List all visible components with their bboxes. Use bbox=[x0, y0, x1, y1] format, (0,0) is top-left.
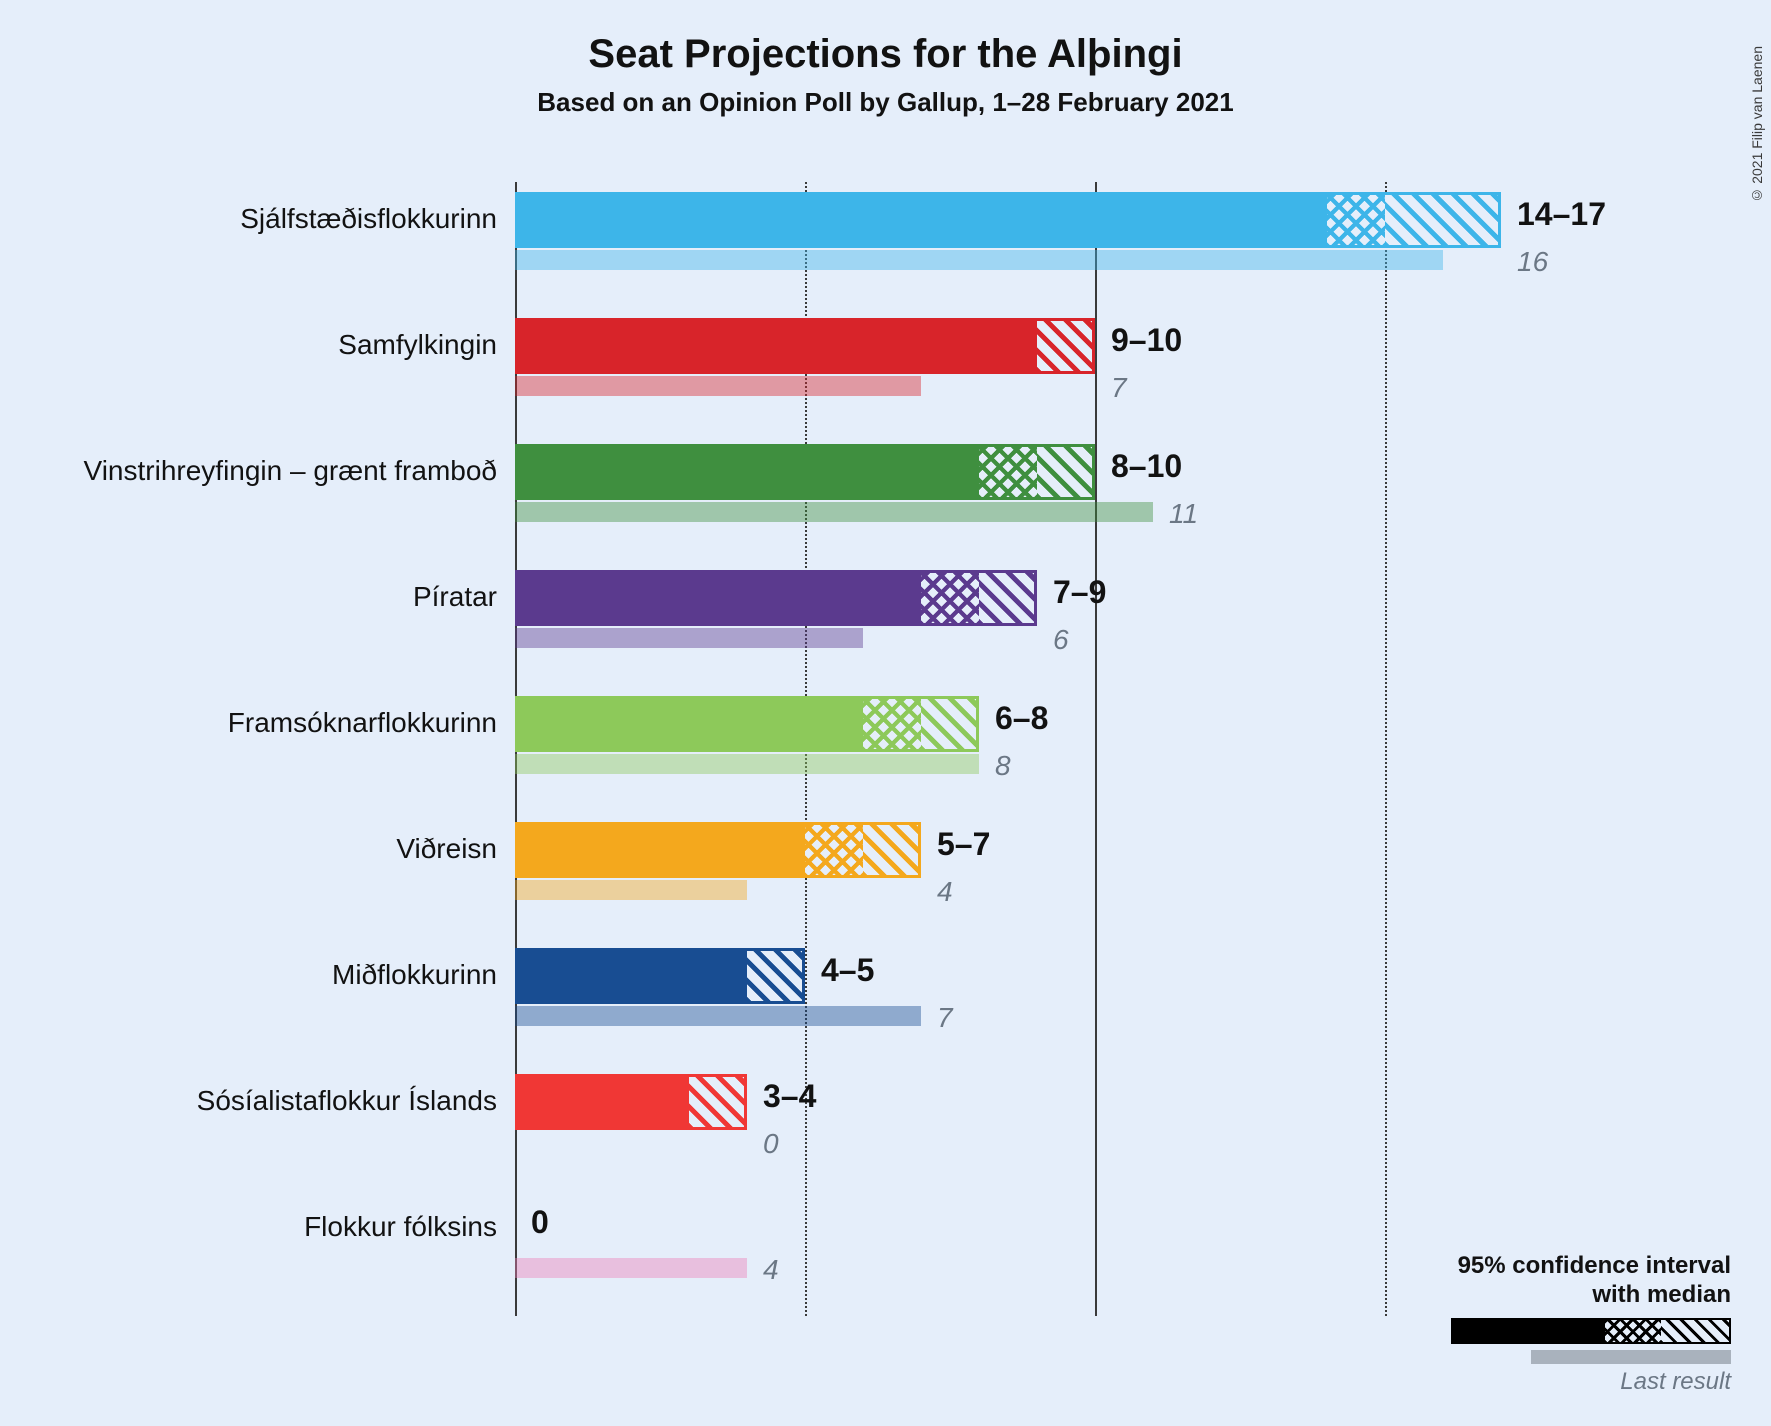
projection-bar bbox=[515, 822, 921, 878]
party-label: Sósíalistaflokkur Íslands bbox=[197, 1085, 497, 1117]
chart-title: Seat Projections for the Alþingi bbox=[0, 32, 1771, 77]
party-label: Sjálfstæðisflokkurinn bbox=[240, 203, 497, 235]
projection-bar bbox=[515, 192, 1501, 248]
range-label: 7–9 bbox=[1053, 574, 1106, 611]
last-label: 8 bbox=[995, 750, 1011, 782]
chart-subtitle: Based on an Opinion Poll by Gallup, 1–28… bbox=[0, 87, 1771, 118]
last-label: 0 bbox=[763, 1128, 779, 1160]
party-label: Samfylkingin bbox=[338, 329, 497, 361]
range-label: 6–8 bbox=[995, 700, 1048, 737]
party-label: Flokkur fólksins bbox=[304, 1211, 497, 1243]
range-label: 14–17 bbox=[1517, 196, 1606, 233]
legend-ci-bar bbox=[1451, 1318, 1731, 1344]
last-result-bar bbox=[515, 628, 863, 648]
last-label: 7 bbox=[1111, 372, 1127, 404]
projection-bar bbox=[515, 444, 1095, 500]
last-result-bar bbox=[515, 880, 747, 900]
last-label: 4 bbox=[937, 876, 953, 908]
range-label: 4–5 bbox=[821, 952, 874, 989]
party-label: Framsóknarflokkurinn bbox=[228, 707, 497, 739]
gridline bbox=[1095, 182, 1097, 1316]
chart-area: Sjálfstæðisflokkurinn 14–17 16 Samfylkingin… bbox=[0, 182, 1771, 1316]
last-result-bar bbox=[515, 376, 921, 396]
legend-ci-line2: with median bbox=[1451, 1281, 1731, 1310]
range-label: 5–7 bbox=[937, 826, 990, 863]
last-label: 7 bbox=[937, 1002, 953, 1034]
copyright: © 2021 Filip van Laenen bbox=[1749, 46, 1765, 204]
last-label: 6 bbox=[1053, 624, 1069, 656]
projection-bar bbox=[515, 570, 1037, 626]
party-label: Píratar bbox=[413, 581, 497, 613]
range-label: 3–4 bbox=[763, 1078, 816, 1115]
legend-ci-line1: 95% confidence interval bbox=[1451, 1252, 1731, 1281]
legend: 95% confidence interval with median Last… bbox=[1451, 1252, 1731, 1396]
legend-last-label: Last result bbox=[1451, 1368, 1731, 1396]
party-label: Viðreisn bbox=[396, 833, 497, 865]
projection-bar bbox=[515, 1074, 747, 1130]
projection-bar bbox=[515, 1200, 517, 1256]
projection-bar bbox=[515, 696, 979, 752]
last-result-bar bbox=[515, 502, 1153, 522]
last-result-bar bbox=[515, 754, 979, 774]
last-result-bar bbox=[515, 1006, 921, 1026]
last-result-bar bbox=[515, 250, 1443, 270]
projection-bar bbox=[515, 948, 805, 1004]
party-label: Vinstrihreyfingin – grænt framboð bbox=[84, 455, 497, 487]
range-label: 0 bbox=[531, 1204, 549, 1241]
last-label: 11 bbox=[1169, 498, 1198, 530]
last-label: 4 bbox=[763, 1254, 779, 1286]
last-label: 16 bbox=[1517, 246, 1548, 278]
party-label: Miðflokkurinn bbox=[332, 959, 497, 991]
gridline bbox=[1385, 182, 1387, 1316]
range-label: 9–10 bbox=[1111, 322, 1182, 359]
legend-last-bar bbox=[1531, 1350, 1731, 1364]
projection-bar bbox=[515, 318, 1095, 374]
last-result-bar bbox=[515, 1258, 747, 1278]
range-label: 8–10 bbox=[1111, 448, 1182, 485]
